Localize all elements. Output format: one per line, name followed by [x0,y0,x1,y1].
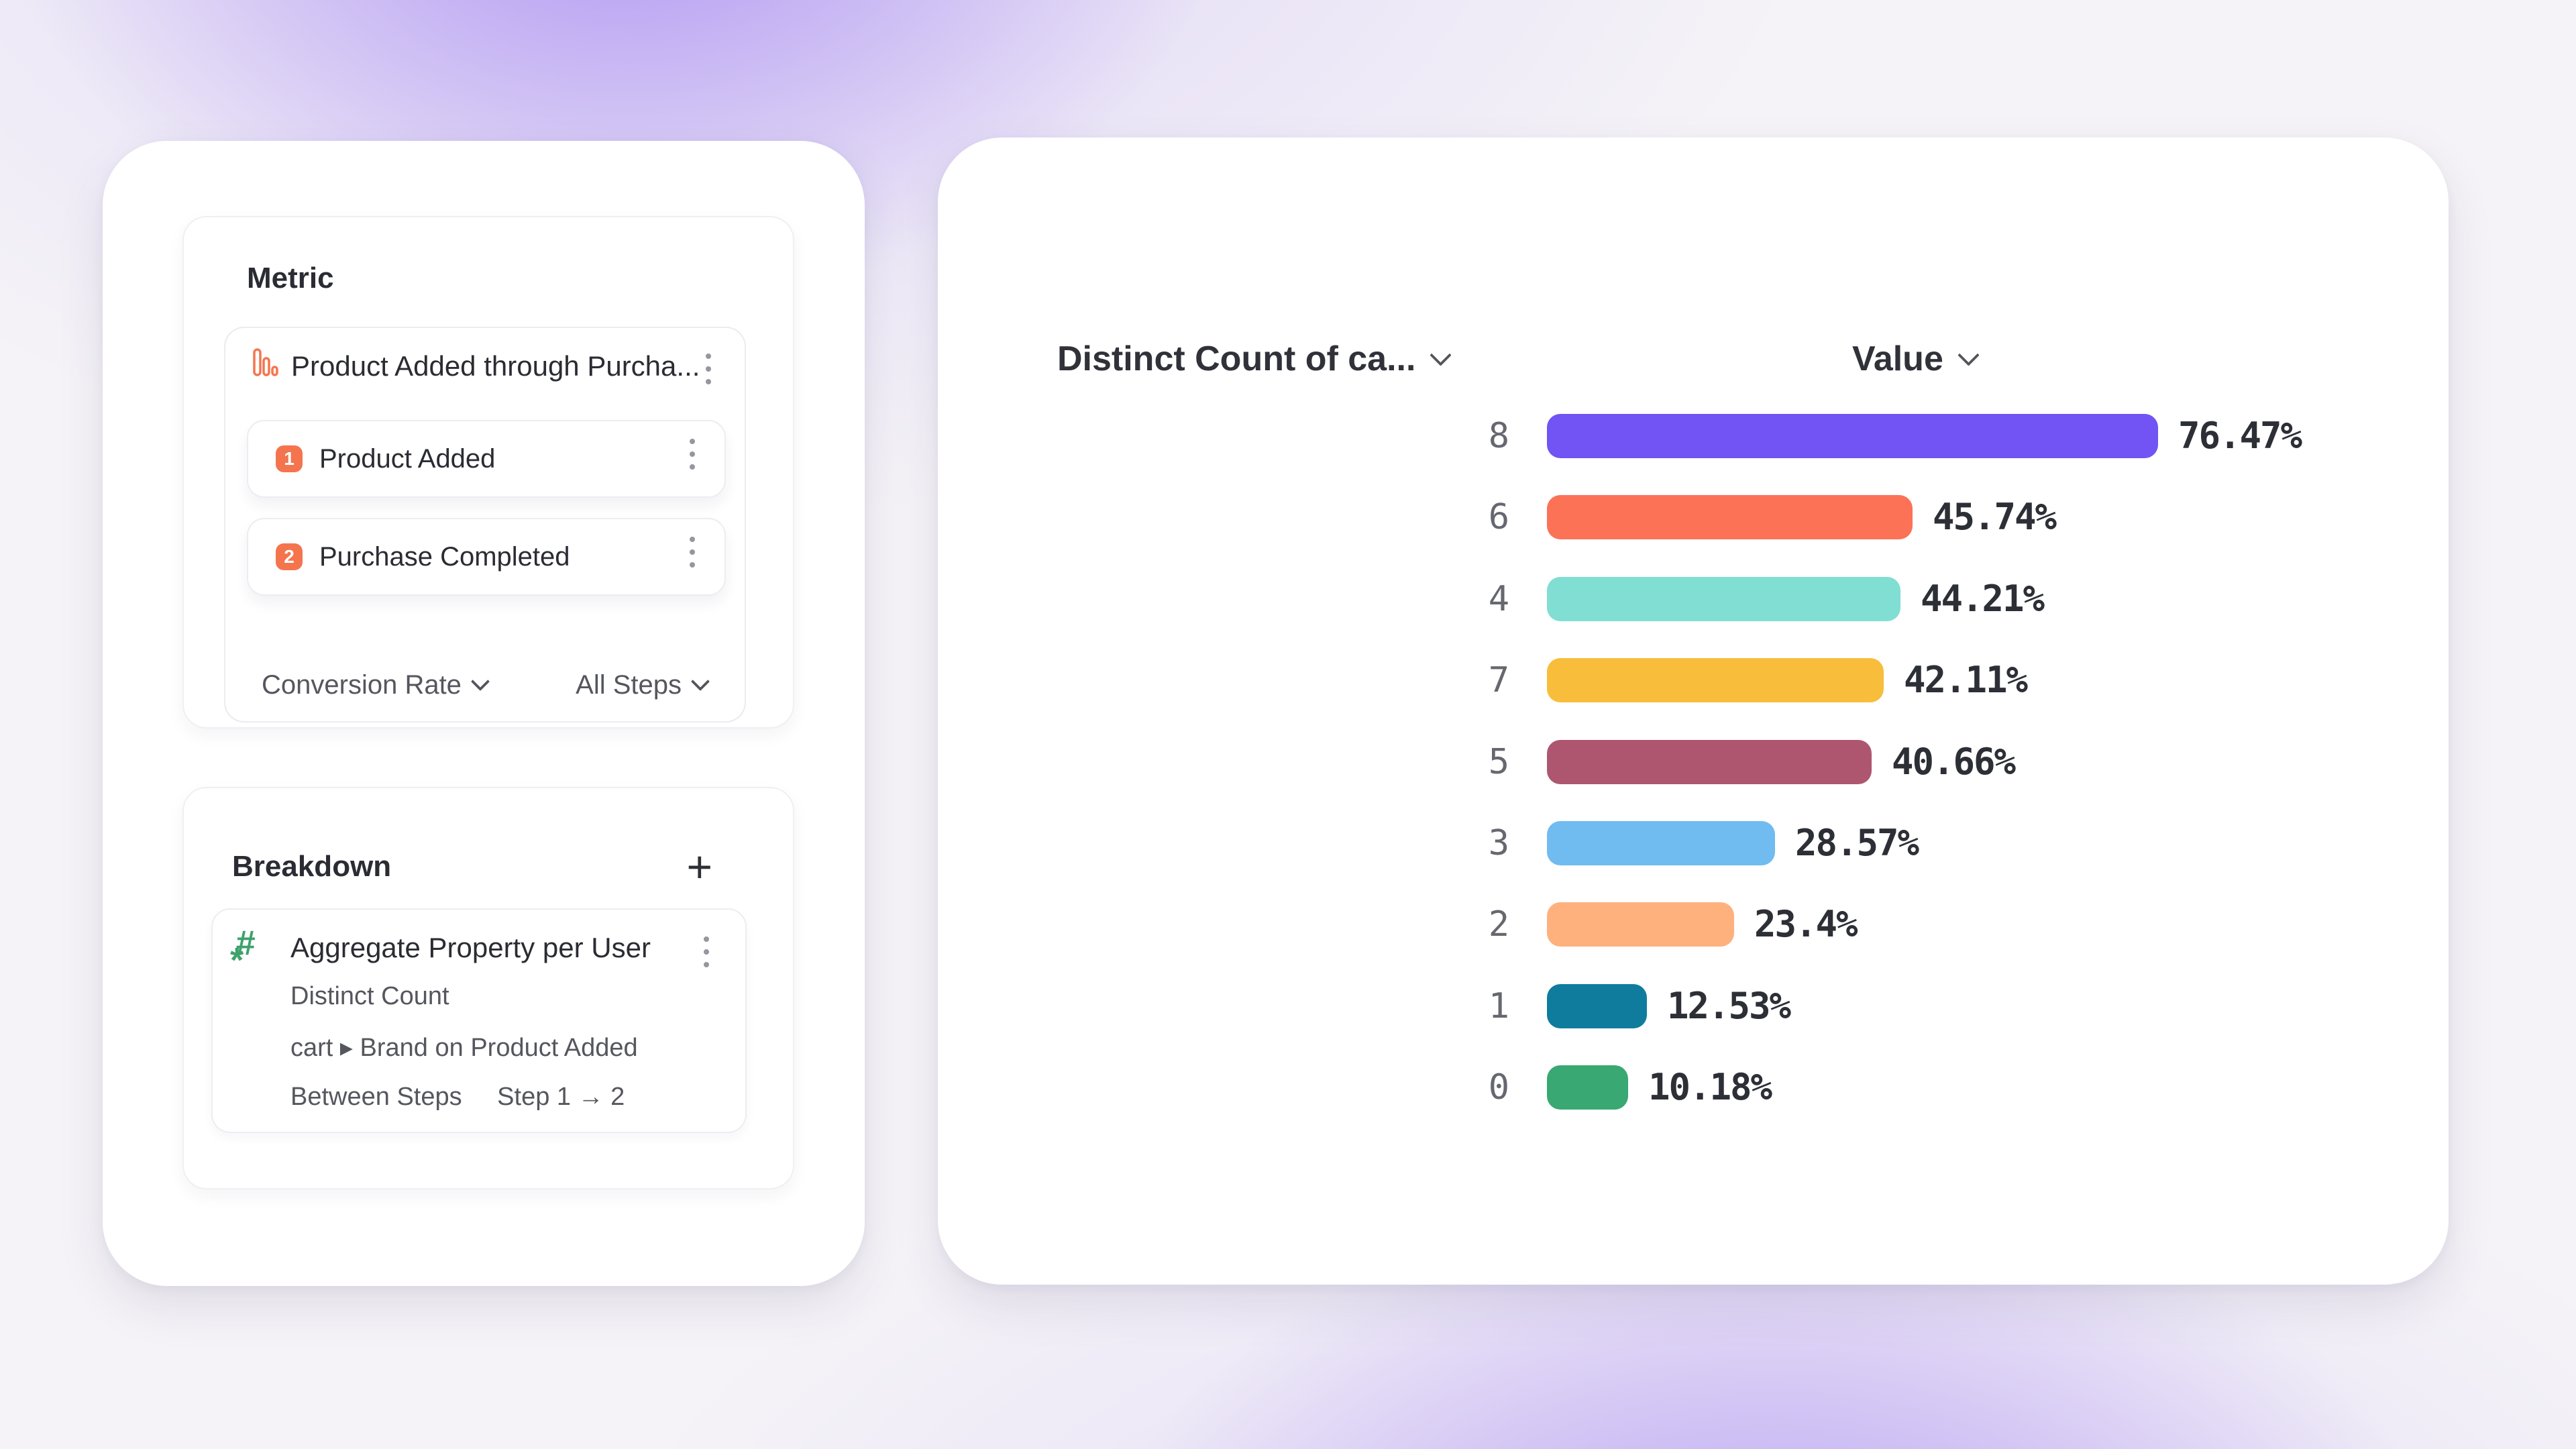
breakdown-item-title: Aggregate Property per User [290,932,651,963]
breakdown-card: Breakdown + # * Aggregate Property per Us… [182,787,794,1189]
funnel-step-1[interactable]: 1 Product Added [247,420,726,498]
value-header-label: Value [1852,339,1943,378]
value-label: 45.74% [1933,496,2057,538]
category-label: 2 [1488,904,1509,945]
funnel-title-row: Product Added through Purcha... [225,328,745,409]
step-label: Product Added [319,444,496,474]
value-label: 12.53% [1667,985,1791,1027]
bar-row: 1 12.53% [938,984,2449,1028]
category-label: 4 [1488,579,1509,619]
category-column-header[interactable]: Distinct Count of ca... [1057,339,1452,379]
bar-row: 4 44.21% [938,577,2449,621]
bar[interactable] [1547,984,1647,1028]
bar[interactable] [1547,902,1734,947]
chart-panel: Distinct Count of ca... Value 8 76.47% 6 45… [938,138,2449,1285]
all-steps-dropdown[interactable]: All Steps [576,669,710,700]
step-label: Purchase Completed [319,542,570,572]
value-label: 23.4% [1754,903,1858,945]
category-label: 6 [1488,497,1509,537]
breakdown-section-title: Breakdown [232,850,392,883]
bar[interactable] [1547,1065,1628,1110]
bar-row: 5 40.66% [938,740,2449,784]
bar[interactable] [1547,414,2158,458]
bar[interactable] [1547,658,1884,702]
chevron-down-icon [470,672,490,692]
category-label: 0 [1488,1067,1509,1108]
funnel-step-2[interactable]: 2 Purchase Completed [247,518,726,596]
category-label: 7 [1488,660,1509,700]
category-header-label: Distinct Count of ca... [1057,339,1416,378]
funnel-footer: Conversion Rate All Steps [262,663,710,706]
bar[interactable] [1547,495,1913,539]
kebab-icon[interactable] [690,439,695,470]
bar-row: 7 42.11% [938,658,2449,702]
bar-row: 3 28.57% [938,821,2449,865]
query-builder-panel: Metric Product Added through Purcha... 1… [103,141,865,1286]
funnel-metric-item[interactable]: Product Added through Purcha... 1 Produc… [224,327,746,722]
category-label: 5 [1488,742,1509,782]
breakdown-between-steps: Between Steps Step 1 → 2 [290,1083,625,1112]
hash-asterisk-icon: # * [230,924,255,980]
breakdown-item[interactable]: # * Aggregate Property per User Distinct … [211,908,747,1133]
value-label: 40.66% [1892,741,2016,783]
bar-row: 8 76.47% [938,414,2449,458]
plus-icon[interactable]: + [686,842,712,892]
value-label: 28.57% [1795,822,1919,864]
metric-card: Metric Product Added through Purcha... 1… [182,216,794,729]
bar[interactable] [1547,577,1900,621]
bar[interactable] [1547,821,1775,865]
chevron-down-icon [1430,343,1452,366]
bar[interactable] [1547,740,1872,784]
conversion-rate-label: Conversion Rate [262,669,462,700]
funnel-metric-title: Product Added through Purcha... [291,350,700,382]
between-steps-label: Between Steps [290,1083,462,1111]
bar-row: 6 45.74% [938,495,2449,539]
step-number-badge: 1 [276,445,303,472]
value-label: 44.21% [1921,578,2045,620]
breakdown-header: Breakdown + [232,842,712,892]
value-label: 76.47% [2178,415,2302,457]
category-label: 1 [1488,986,1509,1026]
between-steps-value: Step 1 → 2 [497,1083,625,1111]
conversion-rate-dropdown[interactable]: Conversion Rate [262,669,490,700]
category-label: 8 [1488,416,1509,456]
kebab-icon[interactable] [706,354,711,384]
bar-row: 2 23.4% [938,902,2449,947]
value-column-header[interactable]: Value [1852,339,1980,379]
kebab-icon[interactable] [704,936,709,967]
funnel-bars-icon [253,348,278,380]
category-label: 3 [1488,823,1509,863]
bar-row: 0 10.18% [938,1065,2449,1110]
metric-section-title: Metric [247,262,334,294]
value-label: 10.18% [1648,1066,1772,1108]
value-label: 42.11% [1904,659,2028,701]
chevron-down-icon [1957,343,1980,366]
breakdown-property: cart ▸ Brand on Product Added [290,1034,638,1062]
step-number-badge: 2 [276,543,303,570]
breakdown-aggregation: Distinct Count [290,982,449,1010]
all-steps-label: All Steps [576,669,682,700]
kebab-icon[interactable] [690,537,695,568]
chevron-down-icon [690,672,710,692]
